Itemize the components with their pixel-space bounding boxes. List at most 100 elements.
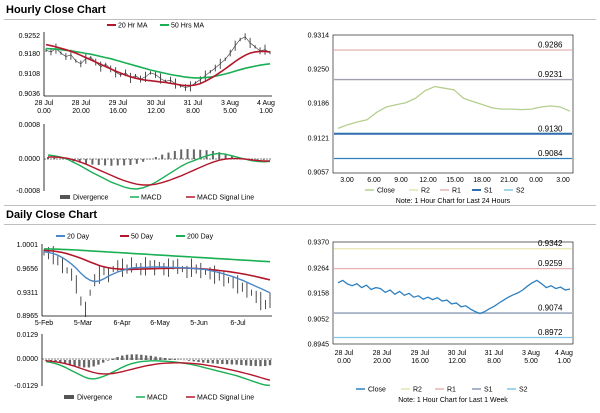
ytick: 0.9311: [17, 290, 38, 297]
divergence-bar: [167, 152, 170, 159]
divergence-bar: [116, 159, 119, 166]
chart-note: Note: 1 Hour Chart for Last 24 Hours: [396, 198, 511, 205]
daily-levels-chart: 0.9370 0.9264 0.9158 0.9052 0.8945 0.934…: [308, 239, 574, 404]
divergence-bar: [224, 154, 227, 159]
divergence-bar: [249, 360, 253, 366]
divergence-bar: [225, 360, 229, 365]
xtick-time: 8.00: [487, 358, 501, 365]
xtick-time: 12.00: [448, 358, 466, 365]
level-label-r1: 0.9259: [538, 259, 563, 268]
plot-frame: [332, 34, 574, 174]
divergence-bar: [163, 357, 167, 360]
xtick-date: 29 Jul: [411, 350, 430, 357]
xtick-time: 8.00: [186, 108, 200, 115]
xtick-date: 28 Jul: [35, 100, 54, 107]
xtick: 3.00: [340, 177, 354, 184]
daily-price-xticks: 5-Feb 5-Mar 6-Apr 6-May 5-Jun 6-Jul: [35, 320, 246, 327]
ma200-line: [44, 248, 271, 263]
level-label-s1: 0.9074: [538, 304, 563, 313]
ytick: 0.9108: [19, 71, 41, 78]
ytick: -0.0129: [14, 383, 38, 390]
daily-price-chart: 20 Day 50 Day 200 Day 1.0001 0.9656 0.93…: [17, 234, 272, 327]
xtick: 5-Mar: [74, 320, 93, 327]
divergence-bar: [78, 159, 81, 163]
divergence-bar: [82, 360, 86, 368]
xtick-time: 12.00: [147, 108, 165, 115]
xtick-time: 0.00: [337, 358, 351, 365]
xtick-time: 5.00: [524, 358, 538, 365]
legend-r2: R2: [421, 188, 430, 195]
daily-levels-xticks: 28 Jul 0.00 28 Jul 20.00 29 Jul 16.00 30…: [335, 350, 573, 365]
divergence-bar: [235, 360, 238, 365]
legend-s2: S2: [519, 387, 528, 394]
ytick: 0.9186: [308, 101, 330, 108]
divergence-bar: [199, 149, 202, 159]
ytick: 0.9180: [19, 51, 41, 58]
close-line: [337, 85, 571, 130]
xtick-date: 30 Jul: [147, 100, 166, 107]
daily-levels-plot: 0.9342 0.9259 0.9074 0.8972: [334, 239, 572, 339]
legend-ma50: 50 Hrs MA: [171, 23, 204, 30]
level-label-s2: 0.8972: [538, 328, 563, 337]
divergence-bar: [173, 151, 176, 159]
xtick-time: 16.00: [109, 108, 127, 115]
xtick-date: 30 Jul: [448, 350, 467, 357]
divergence-bar: [149, 355, 153, 360]
divergence-bar: [216, 360, 219, 364]
divergence-bar: [192, 360, 195, 362]
xtick-date: 4 Aug: [257, 100, 275, 107]
daily-macd-plot: [44, 354, 272, 387]
divergence-bar: [154, 356, 157, 360]
divergence-bar: [144, 355, 148, 360]
divergence-bar: [230, 156, 233, 159]
ytick: 0.9158: [308, 291, 330, 298]
ytick: 0.9252: [19, 33, 41, 40]
xtick-time: 0.00: [37, 108, 51, 115]
divergence-bar: [256, 159, 259, 160]
divergence-bar: [186, 149, 189, 159]
ytick: 0.9057: [308, 170, 330, 177]
hourly-price-xticks: 28 Jul 0.00 28 Jul 20.00 29 Jul 16.00 30…: [35, 100, 275, 115]
daily-section-title: Daily Close Chart: [6, 209, 98, 221]
divergence-bar: [104, 159, 107, 166]
divergence-bar: [110, 159, 113, 166]
xtick: 9.00: [394, 177, 408, 184]
hourly-macd-legend: Divergence MACD MACD Signal Line: [60, 195, 254, 202]
daily-price-legend: 20 Day 50 Day 200 Day: [56, 234, 214, 241]
divergence-bar: [47, 157, 49, 159]
ytick: 1.0001: [17, 242, 39, 249]
divergence-bar: [244, 360, 248, 366]
divergence-bar: [78, 360, 81, 367]
price-line: [45, 36, 271, 88]
ma20-line: [43, 251, 271, 294]
xtick-date: 3 Aug: [522, 350, 540, 357]
ytick: 0.9121: [308, 136, 330, 143]
xtick: 12.00: [419, 177, 437, 184]
divergence-bar: [218, 152, 221, 159]
legend-ma20: 20 Hr MA: [118, 23, 148, 30]
divergence-bar: [211, 360, 215, 364]
xtick-date: 4 Aug: [555, 350, 573, 357]
hourly-title-rule: [4, 19, 596, 20]
plot-frame: [332, 241, 574, 345]
ytick: 0.9656: [17, 266, 39, 273]
divergence-bar: [125, 354, 129, 360]
divergence-bar: [230, 360, 234, 365]
divergence-bar: [106, 360, 110, 361]
daily-levels-legend: Close R2 R1 S1 S2 Note: 1 Hour Chart for…: [356, 387, 528, 404]
ytick: 0.9250: [308, 67, 330, 74]
hourly-macd-chart: 0.0008 0.0000 -0.0008 Divergence MACD MA…: [16, 122, 272, 202]
divergence-bar: [259, 360, 262, 367]
divergence-bar: [97, 159, 100, 165]
divergence-bar: [121, 355, 124, 360]
hourly-price-legend: 20 Hr MA 50 Hrs MA: [107, 23, 204, 30]
xtick-time: 16.00: [411, 358, 429, 365]
legend-r1: R1: [447, 387, 456, 394]
legend-50day: 50 Day: [131, 234, 154, 241]
divergence-bar: [135, 354, 138, 360]
divergence-bar: [187, 360, 191, 361]
divergence-bar: [154, 157, 157, 159]
ytick: 0.0008: [19, 122, 41, 129]
ytick: 0.0129: [17, 332, 39, 339]
